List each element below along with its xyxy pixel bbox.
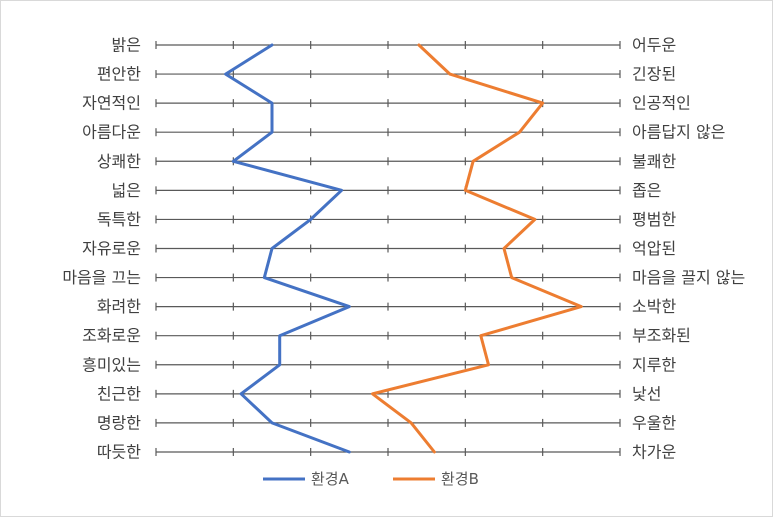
- left-label: 자연적인: [82, 94, 141, 113]
- right-label: 좁은: [632, 181, 661, 200]
- right-label: 차가운: [632, 442, 676, 461]
- right-label: 긴장된: [632, 65, 676, 84]
- left-label: 화려한: [97, 297, 141, 316]
- right-label: 억압된: [632, 239, 676, 258]
- left-label: 자유로운: [82, 239, 141, 258]
- left-label: 마음을 끄는: [62, 268, 141, 287]
- left-label: 독특한: [97, 210, 141, 229]
- left-label: 조화로운: [82, 326, 141, 345]
- left-label: 흥미있는: [82, 355, 141, 374]
- right-label: 어두운: [632, 36, 676, 55]
- right-label: 낯선: [632, 384, 661, 403]
- left-label: 편안한: [97, 65, 141, 84]
- left-label: 명랑한: [97, 413, 141, 432]
- left-label: 따듯한: [97, 442, 141, 461]
- legend-label-1: 환경A: [311, 470, 350, 488]
- left-label: 친근한: [97, 384, 141, 403]
- right-label: 불쾌한: [632, 152, 676, 171]
- left-label: 넓은: [112, 181, 141, 200]
- right-label: 우울한: [632, 413, 676, 432]
- right-label: 인공적인: [632, 94, 691, 113]
- right-label: 평범한: [632, 210, 676, 229]
- series-line-1: [224, 43, 351, 454]
- right-label: 지루한: [632, 355, 676, 374]
- left-label: 상쾌한: [97, 152, 141, 171]
- right-label: 소박한: [632, 297, 676, 316]
- series-line-2: [371, 43, 583, 454]
- left-label: 밝은: [112, 36, 141, 55]
- legend-label-2: 환경B: [441, 470, 479, 488]
- right-label: 마음을 끌지 않는: [632, 268, 745, 287]
- right-label: 아름답지 않은: [632, 123, 725, 142]
- right-label: 부조화된: [632, 326, 691, 345]
- left-label: 아름다운: [82, 123, 141, 142]
